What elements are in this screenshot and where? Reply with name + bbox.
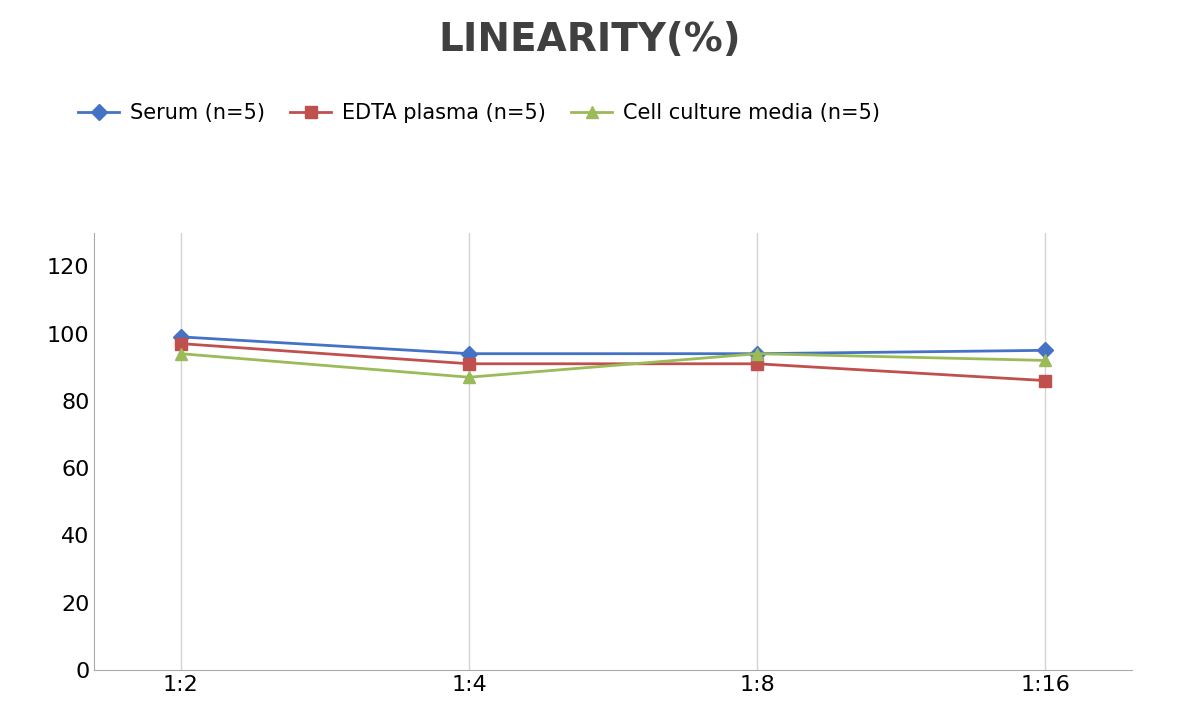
Cell culture media (n=5) [173, 350, 187, 358]
Cell culture media (n=5) [750, 350, 764, 358]
Serum (n=5) [1039, 346, 1053, 355]
Legend: Serum (n=5), EDTA plasma (n=5), Cell culture media (n=5): Serum (n=5), EDTA plasma (n=5), Cell cul… [70, 95, 888, 132]
Line: Cell culture media (n=5): Cell culture media (n=5) [176, 348, 1050, 383]
Serum (n=5) [173, 333, 187, 341]
Serum (n=5) [462, 350, 476, 358]
Cell culture media (n=5) [462, 373, 476, 381]
Text: LINEARITY(%): LINEARITY(%) [439, 21, 740, 59]
EDTA plasma (n=5) [462, 360, 476, 368]
EDTA plasma (n=5) [173, 339, 187, 348]
Serum (n=5) [750, 350, 764, 358]
Line: EDTA plasma (n=5): EDTA plasma (n=5) [176, 338, 1050, 386]
Cell culture media (n=5) [1039, 356, 1053, 364]
EDTA plasma (n=5) [1039, 376, 1053, 385]
Line: Serum (n=5): Serum (n=5) [176, 331, 1050, 360]
EDTA plasma (n=5) [750, 360, 764, 368]
